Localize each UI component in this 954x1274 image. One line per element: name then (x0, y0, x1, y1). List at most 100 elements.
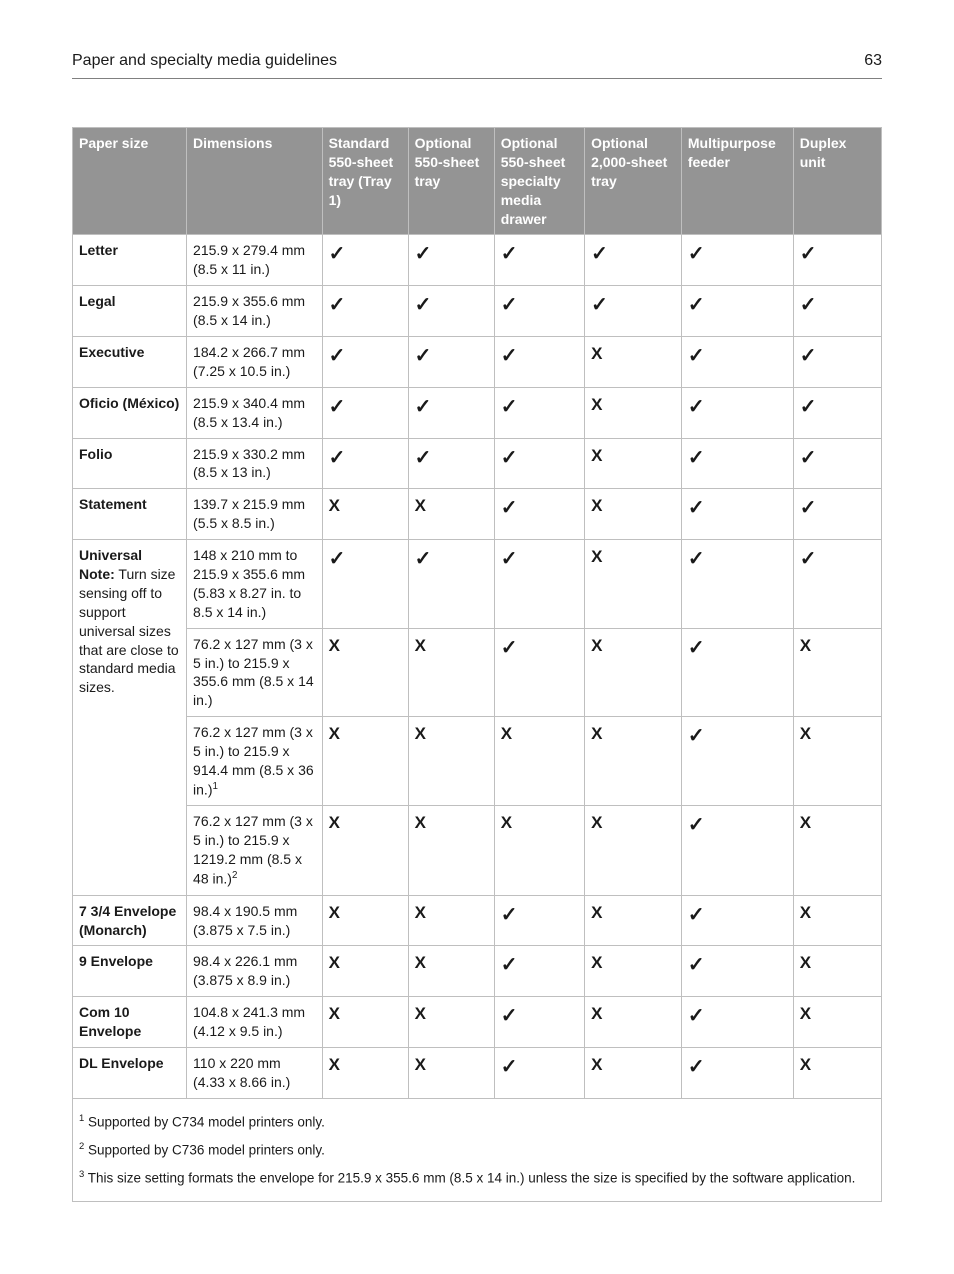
paper-size-name: Com 10 Envelope (73, 997, 187, 1048)
table-header: Paper sizeDimensionsStandard 550-sheet t… (73, 128, 882, 235)
unsupported-mark: X (322, 946, 408, 997)
footnote: 2 Supported by C736 model printers only. (79, 1139, 875, 1161)
dimensions-cell: 98.4 x 226.1 mm (3.875 x 8.9 in.) (187, 946, 323, 997)
unsupported-mark: X (793, 895, 881, 946)
paper-size-name: 7 3/4 Envelope (Monarch) (73, 895, 187, 946)
unsupported-mark: X (408, 1048, 494, 1099)
table-row: DL Envelope110 x 220 mm (4.33 x 8.66 in.… (73, 1048, 882, 1099)
supported-mark: ✓ (793, 286, 881, 337)
paper-size-name: DL Envelope (73, 1048, 187, 1099)
supported-mark: ✓ (494, 387, 584, 438)
supported-mark: ✓ (681, 286, 793, 337)
supported-mark: ✓ (408, 235, 494, 286)
unsupported-mark: X (585, 997, 682, 1048)
unsupported-mark: X (585, 489, 682, 540)
unsupported-mark: X (585, 628, 682, 717)
unsupported-mark: X (322, 806, 408, 895)
unsupported-mark: X (585, 438, 682, 489)
supported-mark: ✓ (494, 1048, 584, 1099)
unsupported-mark: X (408, 628, 494, 717)
supported-mark: ✓ (494, 438, 584, 489)
table-body: Letter215.9 x 279.4 mm (8.5 x 11 in.)✓✓✓… (73, 235, 882, 1098)
dimensions-cell: 104.8 x 241.3 mm (4.12 x 9.5 in.) (187, 997, 323, 1048)
supported-mark: ✓ (681, 946, 793, 997)
paper-size-name: UniversalNote: Turn size sensing off to … (73, 540, 187, 896)
supported-mark: ✓ (322, 286, 408, 337)
unsupported-mark: X (408, 806, 494, 895)
footnote: 1 Supported by C734 model printers only. (79, 1111, 875, 1133)
table-row: Folio215.9 x 330.2 mm (8.5 x 13 in.)✓✓✓X… (73, 438, 882, 489)
supported-mark: ✓ (322, 387, 408, 438)
supported-mark: ✓ (322, 337, 408, 388)
dimensions-cell: 215.9 x 330.2 mm (8.5 x 13 in.) (187, 438, 323, 489)
table-footnotes: 1 Supported by C734 model printers only.… (73, 1098, 882, 1201)
supported-mark: ✓ (322, 235, 408, 286)
unsupported-mark: X (793, 717, 881, 806)
section-title: Paper and specialty media guidelines (72, 52, 337, 69)
unsupported-mark: X (408, 946, 494, 997)
supported-mark: ✓ (494, 946, 584, 997)
unsupported-mark: X (585, 895, 682, 946)
paper-size-name: Statement (73, 489, 187, 540)
supported-mark: ✓ (408, 387, 494, 438)
table-row: 9 Envelope98.4 x 226.1 mm (3.875 x 8.9 i… (73, 946, 882, 997)
paper-size-name: Folio (73, 438, 187, 489)
supported-mark: ✓ (494, 997, 584, 1048)
paper-size-name: Letter (73, 235, 187, 286)
column-header: Dimensions (187, 128, 323, 235)
supported-mark: ✓ (681, 806, 793, 895)
page-number: 63 (864, 52, 882, 70)
supported-mark: ✓ (408, 438, 494, 489)
column-header: Paper size (73, 128, 187, 235)
unsupported-mark: X (494, 806, 584, 895)
table-row: 76.2 x 127 mm (3 x 5 in.) to 215.9 x 914… (73, 717, 882, 806)
supported-mark: ✓ (793, 489, 881, 540)
supported-mark: ✓ (681, 337, 793, 388)
page-header: Paper and specialty media guidelines 63 (72, 52, 882, 79)
table-row: Statement139.7 x 215.9 mm (5.5 x 8.5 in.… (73, 489, 882, 540)
table-row: 76.2 x 127 mm (3 x 5 in.) to 215.9 x 355… (73, 628, 882, 717)
supported-mark: ✓ (494, 337, 584, 388)
paper-size-name: 9 Envelope (73, 946, 187, 997)
unsupported-mark: X (322, 717, 408, 806)
supported-mark: ✓ (585, 286, 682, 337)
dimensions-cell: 76.2 x 127 mm (3 x 5 in.) to 215.9 x 355… (187, 628, 323, 717)
paper-size-name: Executive (73, 337, 187, 388)
dimensions-cell: 148 x 210 mm to 215.9 x 355.6 mm (5.83 x… (187, 540, 323, 629)
column-header: Standard 550-sheet tray (Tray 1) (322, 128, 408, 235)
column-header: Duplex unit (793, 128, 881, 235)
footnote: 3 This size setting formats the envelope… (79, 1167, 875, 1189)
unsupported-mark: X (585, 806, 682, 895)
unsupported-mark: X (408, 489, 494, 540)
supported-mark: ✓ (681, 1048, 793, 1099)
table-row: UniversalNote: Turn size sensing off to … (73, 540, 882, 629)
unsupported-mark: X (585, 337, 682, 388)
unsupported-mark: X (408, 997, 494, 1048)
dimensions-cell: 139.7 x 215.9 mm (5.5 x 8.5 in.) (187, 489, 323, 540)
supported-mark: ✓ (494, 489, 584, 540)
unsupported-mark: X (793, 1048, 881, 1099)
dimensions-cell: 76.2 x 127 mm (3 x 5 in.) to 215.9 x 121… (187, 806, 323, 895)
supported-mark: ✓ (793, 387, 881, 438)
unsupported-mark: X (585, 717, 682, 806)
supported-mark: ✓ (494, 895, 584, 946)
unsupported-mark: X (585, 387, 682, 438)
supported-mark: ✓ (585, 235, 682, 286)
table-row: Letter215.9 x 279.4 mm (8.5 x 11 in.)✓✓✓… (73, 235, 882, 286)
supported-mark: ✓ (793, 235, 881, 286)
supported-mark: ✓ (681, 489, 793, 540)
dimensions-cell: 215.9 x 355.6 mm (8.5 x 14 in.) (187, 286, 323, 337)
supported-mark: ✓ (322, 438, 408, 489)
supported-mark: ✓ (793, 438, 881, 489)
footnotes: 1 Supported by C734 model printers only.… (73, 1098, 882, 1201)
supported-mark: ✓ (322, 540, 408, 629)
paper-size-support-table: Paper sizeDimensionsStandard 550-sheet t… (72, 127, 882, 1202)
table-row: Oficio (México)215.9 x 340.4 mm (8.5 x 1… (73, 387, 882, 438)
supported-mark: ✓ (681, 235, 793, 286)
supported-mark: ✓ (681, 438, 793, 489)
unsupported-mark: X (322, 997, 408, 1048)
supported-mark: ✓ (408, 286, 494, 337)
supported-mark: ✓ (408, 540, 494, 629)
supported-mark: ✓ (681, 628, 793, 717)
column-header: Optional 550-sheet specialty media drawe… (494, 128, 584, 235)
